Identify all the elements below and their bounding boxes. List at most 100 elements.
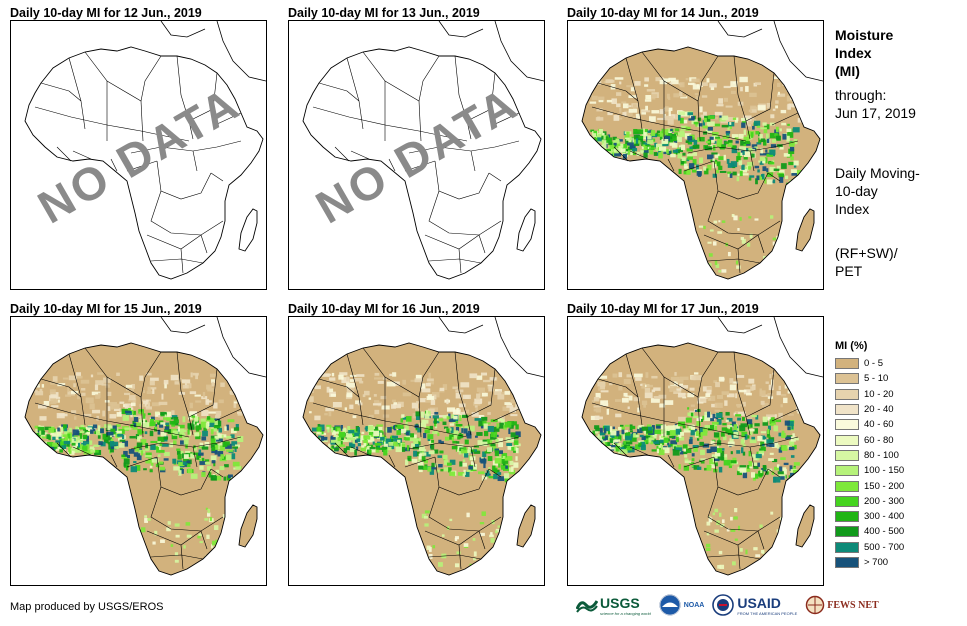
country-border: [362, 51, 386, 141]
africa-map: [24, 317, 266, 576]
coastline: [795, 504, 815, 548]
panel-title-2: Daily 10-day MI for 13 Jun., 2019: [288, 6, 480, 20]
map-panel-3: [567, 20, 824, 290]
legend-swatch: [835, 541, 859, 553]
usgs-text: USGS: [600, 594, 640, 611]
legend-item: 80 - 100: [835, 448, 904, 463]
legend-label: 40 - 60: [864, 419, 894, 431]
usgs-wave-icon: [576, 600, 598, 613]
country-border: [488, 468, 502, 478]
country-border: [667, 158, 675, 172]
country-border: [771, 112, 799, 126]
country-border: [454, 351, 472, 436]
country-border: [428, 190, 502, 236]
country-border: [56, 146, 72, 162]
index-title-line2: Index: [835, 45, 872, 61]
country-border: [667, 454, 675, 468]
africa-map: [581, 317, 823, 576]
usgs-tagline: science for a changing world: [600, 610, 651, 616]
country-border: [629, 150, 649, 160]
legend-label: 5 - 10: [864, 373, 889, 385]
legend-label: 150 - 200: [864, 480, 905, 492]
coastline: [717, 21, 763, 38]
country-border: [334, 442, 350, 458]
legend-swatch: [835, 480, 859, 492]
country-border: [388, 158, 396, 172]
africa-map: [302, 21, 544, 280]
country-border: [56, 442, 72, 458]
coastline: [24, 46, 264, 280]
country-border: [388, 454, 396, 468]
formula-line1: (RF+SW)/: [835, 245, 898, 261]
africa-map: [24, 21, 266, 280]
panel-title-3: Daily 10-day MI for 14 Jun., 2019: [567, 6, 759, 20]
country-border: [156, 456, 212, 496]
country-border: [404, 160, 436, 172]
country-border: [434, 456, 490, 496]
country-border: [318, 82, 360, 102]
country-border: [188, 72, 218, 122]
country-border: [210, 172, 224, 182]
country-border: [180, 248, 184, 274]
country-border: [737, 544, 741, 570]
through-date: Jun 17, 2019: [835, 105, 916, 121]
legend-item: 0 - 5: [835, 356, 904, 371]
legend-item: 200 - 300: [835, 494, 904, 509]
panel-title-4: Daily 10-day MI for 15 Jun., 2019: [10, 302, 202, 316]
legend-swatch: [835, 511, 859, 523]
legend-swatch: [835, 404, 859, 416]
through-block: through: Jun 17, 2019: [835, 86, 916, 122]
map-credit: Map produced by USGS/EROS: [10, 601, 164, 613]
country-border: [478, 530, 486, 550]
legend-item: 20 - 40: [835, 402, 904, 417]
coastline: [302, 46, 542, 280]
country-border: [428, 554, 482, 560]
country-border: [707, 190, 781, 236]
noaa-text: NOAA: [683, 601, 705, 609]
country-border: [771, 408, 799, 422]
country-border: [176, 55, 194, 140]
country-border: [72, 150, 92, 160]
legend-label: > 700: [864, 557, 889, 568]
map-panel-1: NO DATA: [10, 20, 267, 290]
legend-swatch: [835, 557, 859, 568]
coastline: [581, 46, 821, 280]
land-fill: [796, 505, 814, 547]
country-border: [757, 234, 765, 254]
country-border: [597, 378, 639, 398]
country-border: [749, 446, 755, 468]
coastline: [216, 21, 266, 82]
country-border: [613, 442, 629, 458]
legend-swatch: [835, 388, 859, 400]
panel-title-5: Daily 10-day MI for 16 Jun., 2019: [288, 302, 480, 316]
legend-item: > 700: [835, 555, 904, 570]
country-border: [767, 172, 781, 182]
coastline: [717, 317, 763, 334]
formula-line2: PET: [835, 263, 863, 279]
country-border: [384, 124, 468, 142]
legend: MI (%) 0 - 5 5 - 10 10 - 20 20 - 40 40 - 60 6…: [835, 340, 904, 570]
country-border: [106, 124, 190, 142]
country-border: [126, 456, 158, 468]
country-border: [707, 486, 781, 532]
country-border: [106, 55, 162, 102]
country-border: [180, 544, 184, 570]
country-border: [384, 55, 440, 102]
country-border: [192, 150, 198, 172]
country-border: [40, 378, 82, 398]
country-border: [140, 100, 144, 142]
country-border: [767, 468, 781, 478]
country-border: [188, 368, 218, 418]
coastline: [795, 208, 815, 252]
legend-item: 40 - 60: [835, 417, 904, 432]
country-border: [713, 160, 769, 200]
country-border: [466, 368, 496, 418]
coastline: [160, 317, 206, 334]
country-border: [200, 234, 208, 254]
legend-label: 20 - 40: [864, 404, 894, 416]
noaa-emblem-icon: [659, 594, 681, 616]
country-border: [106, 351, 162, 398]
country-border: [418, 100, 422, 142]
country-border: [176, 351, 194, 436]
legend-label: 60 - 80: [864, 434, 894, 446]
